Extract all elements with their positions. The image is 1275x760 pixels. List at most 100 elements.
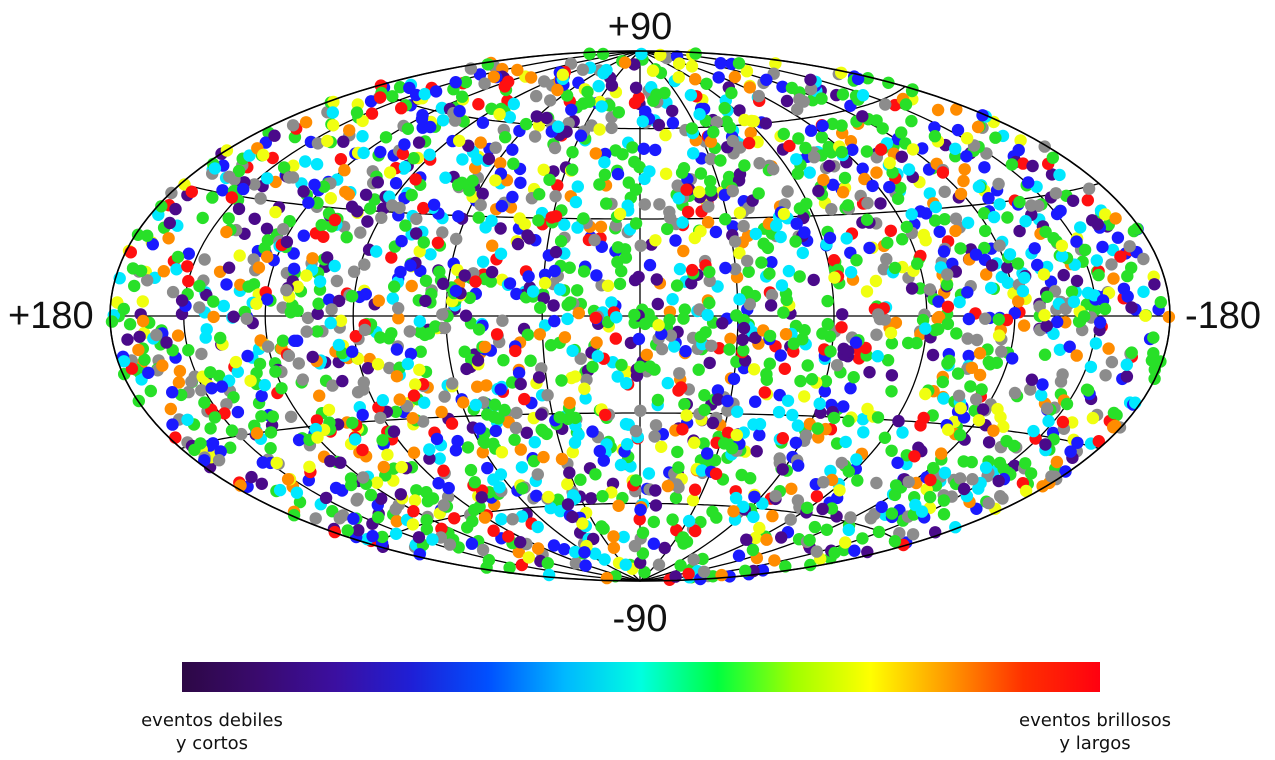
burst-point [351, 386, 365, 399]
burst-point [533, 328, 546, 341]
burst-point [693, 185, 706, 199]
burst-point [264, 442, 277, 455]
burst-point [261, 234, 275, 247]
burst-point [653, 198, 666, 211]
burst-point [482, 152, 496, 166]
burst-point [687, 147, 700, 160]
burst-point [784, 513, 797, 526]
burst-point [892, 414, 905, 428]
burst-point [980, 268, 993, 281]
burst-point [924, 473, 937, 487]
burst-point [1114, 250, 1127, 263]
burst-point [679, 345, 692, 358]
burst-point [633, 360, 647, 373]
burst-point [949, 224, 962, 238]
burst-point [417, 236, 430, 249]
burst-point [1092, 268, 1105, 282]
burst-point [949, 142, 962, 155]
burst-point [358, 323, 372, 337]
burst-point [261, 293, 274, 306]
burst-point [364, 488, 378, 502]
burst-point [323, 293, 336, 306]
burst-point [499, 131, 512, 144]
burst-point [1041, 290, 1054, 303]
burst-point [850, 453, 863, 466]
burst-point [742, 136, 756, 150]
burst-point [937, 494, 951, 507]
burst-point [1060, 397, 1074, 411]
burst-point [763, 267, 776, 280]
burst-point [347, 512, 360, 525]
burst-point [742, 265, 755, 278]
burst-point [515, 482, 529, 495]
map-outline [109, 50, 1171, 582]
burst-point [459, 75, 473, 89]
burst-point [1082, 182, 1096, 195]
burst-point [563, 396, 576, 410]
burst-point [519, 117, 533, 131]
burst-point [438, 390, 451, 403]
burst-point [261, 172, 274, 185]
burst-point [488, 398, 502, 411]
burst-point [551, 493, 565, 506]
burst-point [884, 224, 897, 237]
burst-point [821, 317, 834, 331]
burst-point [702, 200, 715, 213]
burst-point [588, 233, 601, 247]
burst-point [1017, 319, 1031, 332]
burst-point [841, 345, 855, 358]
burst-point [372, 511, 385, 524]
burst-point [591, 350, 604, 363]
burst-point [220, 278, 233, 291]
burst-point [423, 452, 436, 465]
burst-point [502, 75, 515, 88]
burst-point [649, 143, 662, 157]
burst-point [666, 104, 679, 118]
burst-point [954, 187, 968, 201]
burst-point [1057, 268, 1070, 282]
burst-point [275, 382, 288, 395]
burst-point [621, 199, 634, 212]
burst-point [412, 531, 426, 544]
burst-point [195, 384, 208, 397]
burst-point [242, 280, 255, 293]
burst-point [297, 185, 310, 198]
burst-point [224, 441, 237, 454]
burst-point [798, 324, 811, 337]
burst-point [281, 473, 295, 486]
burst-point [1013, 195, 1026, 209]
burst-point [883, 180, 896, 194]
burst-point [995, 270, 1008, 284]
burst-point [661, 222, 674, 236]
burst-point [610, 311, 623, 324]
burst-point [607, 541, 621, 554]
burst-point [395, 102, 408, 115]
burst-point [472, 98, 485, 111]
burst-point [117, 355, 131, 368]
burst-point [160, 336, 173, 349]
burst-point [1028, 242, 1041, 255]
burst-point [781, 394, 795, 407]
burst-point [438, 321, 452, 335]
burst-point [792, 459, 805, 472]
burst-point [647, 515, 660, 529]
burst-point [856, 89, 870, 102]
burst-point [554, 235, 568, 248]
burst-point [366, 529, 379, 543]
burst-point [379, 131, 393, 144]
burst-point [415, 112, 429, 126]
burst-point [208, 162, 222, 175]
burst-point [1019, 484, 1033, 498]
burst-point [960, 150, 973, 163]
burst-point [293, 495, 307, 509]
burst-point [413, 315, 426, 328]
burst-point [514, 443, 527, 456]
burst-point [494, 157, 507, 170]
burst-point [611, 370, 624, 383]
burst-point [196, 211, 209, 225]
burst-point [390, 370, 404, 383]
burst-point [765, 288, 779, 302]
burst-point [741, 254, 754, 268]
burst-point [793, 93, 806, 106]
burst-point [711, 393, 725, 406]
